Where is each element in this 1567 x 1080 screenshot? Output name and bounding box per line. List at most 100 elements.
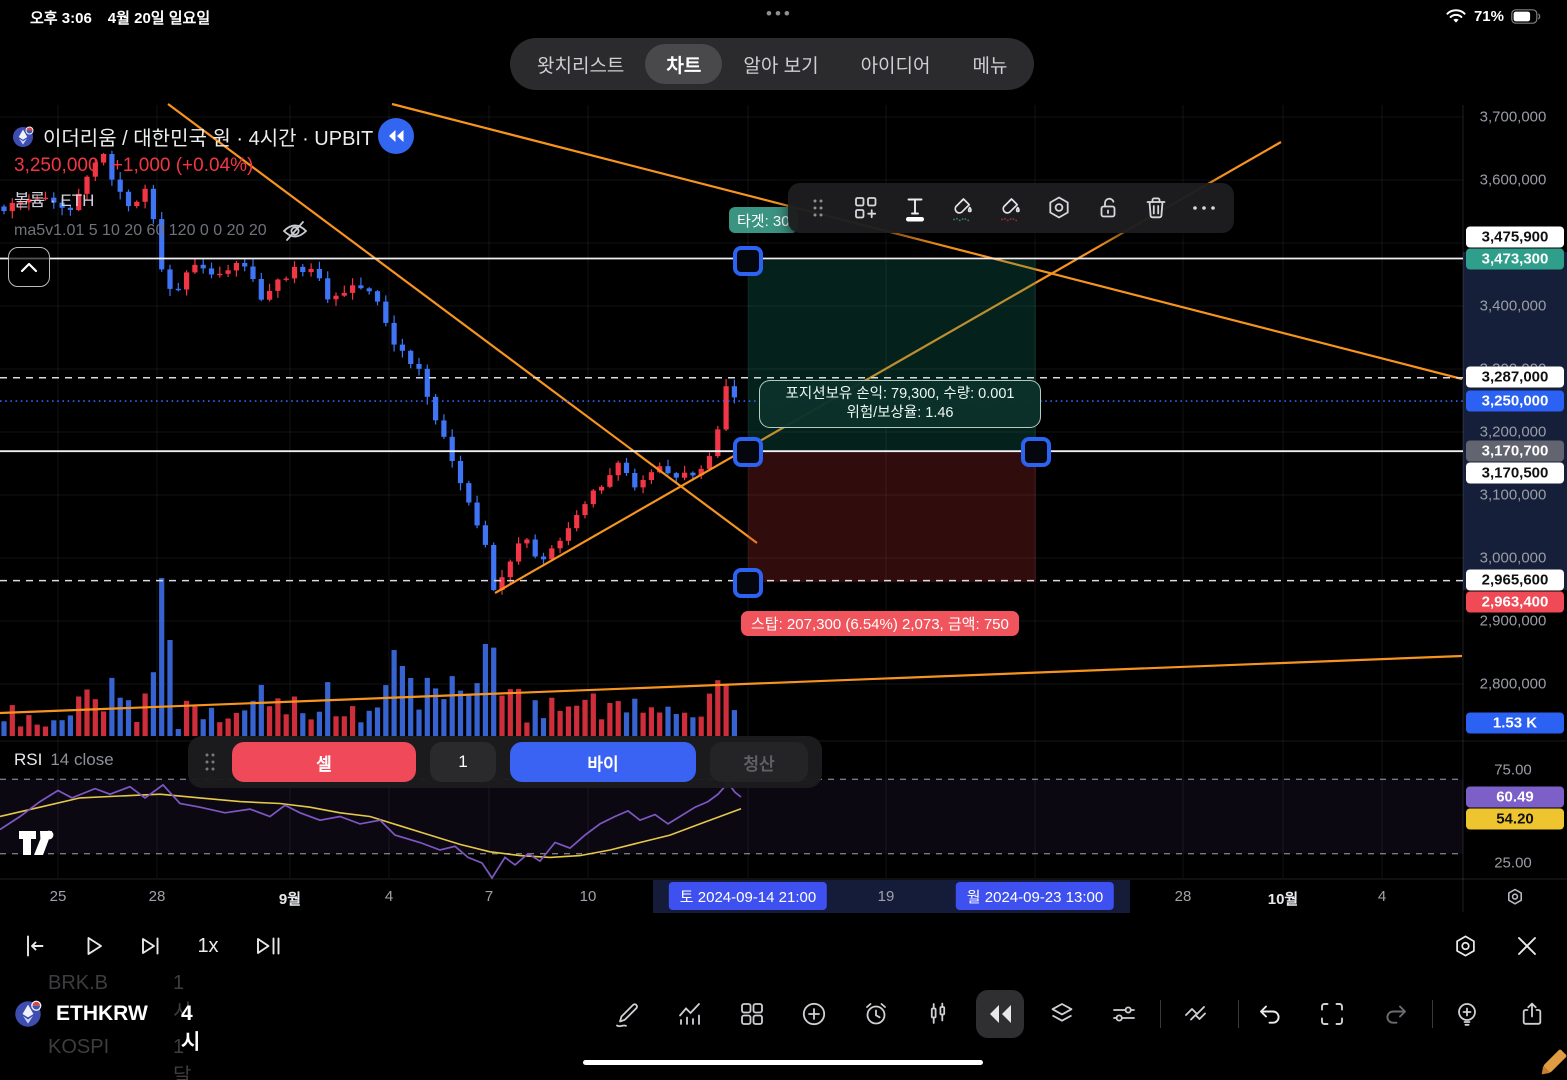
- time-axis-tick: 19: [877, 888, 895, 905]
- time-axis-date-badge[interactable]: 토 2024-09-14 21:00: [668, 882, 828, 910]
- collapse-header-button[interactable]: [8, 247, 50, 287]
- watchlist-timeframe: 4시: [181, 1002, 201, 1054]
- chart-style-button[interactable]: [914, 990, 962, 1038]
- buy-button[interactable]: 바이: [510, 742, 696, 782]
- replay-step-forward-button[interactable]: [128, 924, 172, 968]
- toolbar-divider: [1238, 1000, 1239, 1028]
- redo-button[interactable]: [1372, 990, 1420, 1038]
- price-axis-badge: 3,170,700: [1466, 440, 1564, 462]
- price-axis-tick: 2,800,000: [1479, 675, 1547, 693]
- last-price-row: 3,250,000 +1,000 (+0.04%): [14, 155, 253, 177]
- replay-forward-to-end-button[interactable]: [246, 924, 290, 968]
- price-axis-tick: 3,700,000: [1479, 108, 1547, 126]
- trade-panel: 셀 1 바이 청산: [188, 736, 822, 788]
- position-tooltip-line1: 포지션보유 손익: 79,300, 수량: 0.001: [785, 386, 1015, 402]
- rsi-study-label[interactable]: RSI 14 close: [14, 750, 114, 770]
- replay-jump-to-bar-button[interactable]: [13, 924, 57, 968]
- ma-study-row: ma5v1.01 5 10 20 60 120 0 0 20 20: [14, 219, 309, 243]
- replay-settings-button[interactable]: [1443, 924, 1487, 968]
- replay-close-button[interactable]: [1505, 924, 1549, 968]
- target-price-label[interactable]: 타겟: 30: [729, 207, 798, 233]
- drawing-toolbar: [788, 183, 1234, 233]
- pencil-indicator: [1541, 1049, 1567, 1075]
- settings-hexagon-icon[interactable]: [1042, 194, 1076, 222]
- watchlist-symbol: BRK.B: [48, 972, 109, 994]
- position-width-handle[interactable]: [1021, 437, 1051, 467]
- price-axis-badge: 3,250,000: [1466, 390, 1564, 412]
- symbol-header[interactable]: 이더리움 / 대한민국 원 · 4시간 · UPBIT: [12, 122, 373, 151]
- watchlist-timeframe: 1달: [173, 1036, 192, 1080]
- text-color-icon[interactable]: [898, 194, 932, 223]
- price-axis-tick: 3,000,000: [1479, 549, 1547, 567]
- position-stop-handle[interactable]: [733, 568, 763, 598]
- replay-play-button[interactable]: [71, 924, 115, 968]
- status-indicators: 71%: [1445, 8, 1541, 25]
- last-price: 3,250,000: [14, 155, 99, 176]
- time-axis-settings-icon[interactable]: [1505, 887, 1525, 907]
- price-axis-badge: 3,287,000: [1466, 366, 1564, 388]
- patterns-button[interactable]: [1172, 990, 1220, 1038]
- price-axis-tick: 3,100,000: [1479, 486, 1547, 504]
- top-nav-tabs: 왓치리스트 차트 알아 보기 아이디어 메뉴: [510, 38, 1035, 90]
- quantity-field[interactable]: 1: [430, 742, 496, 782]
- time-axis-tick: 4: [1377, 888, 1387, 905]
- price-axis-tick: 3,400,000: [1479, 297, 1547, 315]
- time-axis-tick: 4: [384, 888, 394, 905]
- position-tooltip-line2: 위험/보상율: 1.46: [846, 405, 954, 421]
- sell-button[interactable]: 셀: [232, 742, 416, 782]
- tradingview-logo[interactable]: [18, 830, 58, 856]
- fullscreen-button[interactable]: [1308, 990, 1356, 1038]
- profit-fill-color-icon[interactable]: [946, 194, 980, 223]
- position-target-handle[interactable]: [733, 246, 763, 276]
- lock-open-icon[interactable]: [1091, 194, 1125, 222]
- time-axis-tick: 28: [1174, 888, 1192, 905]
- loss-fill-color-icon[interactable]: [994, 194, 1028, 223]
- undo-button[interactable]: [1246, 990, 1294, 1038]
- add-button[interactable]: [790, 990, 838, 1038]
- home-indicator[interactable]: [583, 1060, 983, 1065]
- replay-speed-button[interactable]: 1x: [197, 934, 219, 957]
- more-options-icon[interactable]: [1187, 194, 1221, 222]
- symbol-title: 이더리움 / 대한민국 원 · 4시간 · UPBIT: [43, 128, 374, 150]
- position-entry-handle[interactable]: [733, 437, 763, 467]
- watchlist-row-prev[interactable]: BRK.B 1시: [48, 972, 191, 1023]
- watchlist-row-next[interactable]: KOSPI 1달: [48, 1036, 191, 1080]
- object-tree-layers-button[interactable]: [1038, 990, 1086, 1038]
- draw-tool-button[interactable]: [604, 990, 652, 1038]
- indicators-button[interactable]: [666, 990, 714, 1038]
- price-axis-tick: 3,200,000: [1479, 423, 1547, 441]
- trade-panel-drag-handle[interactable]: [202, 751, 218, 773]
- share-button[interactable]: [1508, 990, 1556, 1038]
- watchlist-row-selected[interactable]: ETHKRW 4시: [56, 1002, 200, 1054]
- price-axis-badge: 3,170,500: [1466, 462, 1564, 484]
- chart-settings-sliders-button[interactable]: [1100, 990, 1148, 1038]
- rsi-params: 14 close: [50, 750, 114, 769]
- price-axis-badge: 2,963,400: [1466, 591, 1564, 613]
- eye-off-icon[interactable]: [281, 219, 309, 243]
- price-axis-badge: 54.20: [1466, 808, 1564, 830]
- layouts-grid-button[interactable]: [728, 990, 776, 1038]
- battery-percent: 71%: [1473, 8, 1504, 25]
- tab-explore[interactable]: 알아 보기: [743, 55, 819, 77]
- replay-rewind-button[interactable]: [378, 118, 414, 154]
- price-axis-badge: 2,965,600: [1466, 569, 1564, 591]
- tab-menu[interactable]: 메뉴: [972, 55, 1008, 77]
- tab-watchlist[interactable]: 왓치리스트: [537, 55, 625, 77]
- time-axis-tick: 28: [148, 888, 166, 905]
- tab-ideas[interactable]: 아이디어: [860, 55, 931, 77]
- clone-drawing-icon[interactable]: [849, 194, 883, 222]
- time-axis-tick: 9월: [278, 891, 302, 908]
- alerts-button[interactable]: [852, 990, 900, 1038]
- eth-coin-icon-small: [15, 1000, 42, 1027]
- stop-price-label[interactable]: 스탑: 207,300 (6.54%) 2,073, 금액: 750: [741, 611, 1019, 636]
- drag-handle-icon[interactable]: [801, 197, 835, 219]
- delete-trash-icon[interactable]: [1139, 194, 1173, 222]
- price-axis-badge: 3,475,900: [1466, 226, 1564, 248]
- publish-idea-button[interactable]: [1443, 990, 1491, 1038]
- close-position-button[interactable]: 청산: [710, 742, 808, 782]
- time-axis-tick: 10월: [1267, 891, 1299, 908]
- tab-chart[interactable]: 차트: [645, 44, 723, 84]
- bar-replay-button-active[interactable]: [976, 990, 1024, 1038]
- time-axis-date-badge[interactable]: 월 2024-09-23 13:00: [955, 882, 1115, 910]
